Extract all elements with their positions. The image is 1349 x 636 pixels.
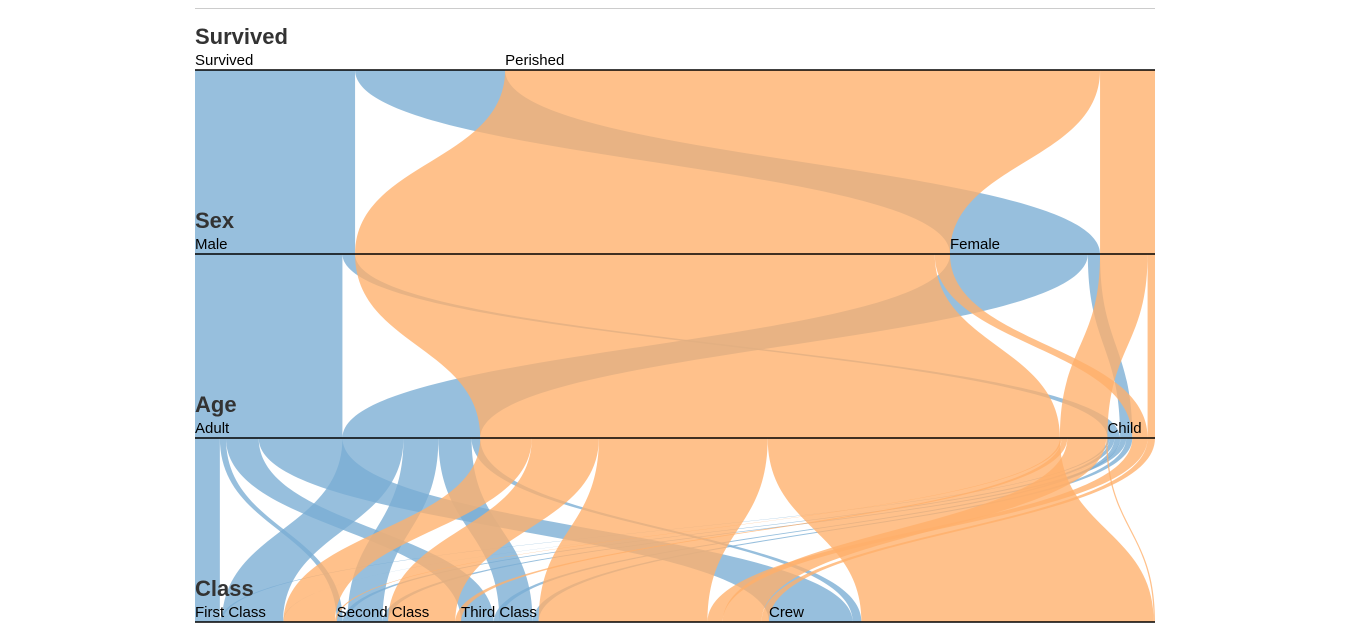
ribbon-perished-age-adult-to-crew-34[interactable]	[1106, 438, 1155, 622]
ribbon-perished-age-adult-to-first-class-24[interactable]	[283, 438, 532, 622]
ribbon-perished-age-adult-to-third-class-26[interactable]	[538, 438, 768, 622]
ribbon-perished-sex-female-to-adult-29[interactable]	[1059, 254, 1148, 438]
ribbons-layer	[195, 70, 1155, 622]
ribbon-survived-age-child-to-third-class-10[interactable]	[493, 438, 1121, 622]
category-label-male[interactable]: Male	[195, 236, 228, 253]
ribbon-survived-age-child-to-second-class-18[interactable]	[382, 438, 1127, 622]
dimension-title-age[interactable]: Age	[195, 392, 237, 417]
ribbon-perished-sex-female-to-child-30[interactable]	[1147, 254, 1155, 438]
category-label-child[interactable]: Child	[1107, 420, 1141, 437]
category-label-adult[interactable]: Adult	[195, 420, 230, 437]
category-label-first-class[interactable]: First Class	[195, 604, 266, 621]
ribbon-survived-age-adult-to-crew-7[interactable]	[258, 438, 853, 622]
dimension-title-sex[interactable]: Sex	[195, 208, 235, 233]
ribbon-survived-age-adult-to-first-class-4[interactable]	[195, 438, 220, 622]
ribbon-perished-sex-male-to-child-23[interactable]	[934, 254, 1148, 438]
category-label-female[interactable]: Female	[950, 236, 1000, 253]
ribbon-survived-sex-male-to-adult-2[interactable]	[195, 254, 343, 438]
dimension-title-class[interactable]: Class	[195, 576, 254, 601]
ribbon-perished-sex-male-to-adult-22[interactable]	[355, 254, 1060, 438]
category-label-survived[interactable]: Survived	[195, 52, 253, 69]
ribbon-perished-age-adult-to-second-class-25[interactable]	[388, 438, 599, 622]
ribbon-perished-survived-perished-to-male-20[interactable]	[355, 70, 1101, 254]
category-label-crew[interactable]: Crew	[769, 604, 804, 621]
category-label-third-class[interactable]: Third Class	[461, 604, 537, 621]
dimension-survived[interactable]: Survived Survived Perished	[195, 24, 1155, 71]
ribbon-perished-survived-perished-to-female-21[interactable]	[1100, 70, 1155, 254]
category-label-second-class[interactable]: Second Class	[337, 604, 430, 621]
dimension-title-survived[interactable]: Survived	[195, 24, 288, 49]
ribbon-perished-age-child-to-third-class-35[interactable]	[761, 438, 1155, 622]
ribbon-survived-age-adult-to-second-class-5[interactable]	[219, 438, 343, 622]
dimension-age[interactable]: Age Adult Child	[195, 392, 1155, 439]
ribbon-survived-age-adult-to-first-class-13[interactable]	[222, 438, 404, 622]
ribbon-survived-survived-survived-to-male-0[interactable]	[195, 70, 356, 254]
ribbon-perished-age-adult-to-first-class-31[interactable]	[335, 438, 1062, 622]
ribbon-perished-age-adult-to-second-class-32[interactable]	[455, 438, 1068, 622]
axes-layer: Survived Survived Perished Sex Male Female Age…	[195, 24, 1155, 623]
ribbon-survived-age-adult-to-third-class-6[interactable]	[225, 438, 494, 622]
category-label-perished[interactable]: Perished	[505, 52, 564, 69]
dimension-class[interactable]: Class First Class Second Class Third Class C…	[195, 576, 1155, 623]
dimension-sex[interactable]: Sex Male Female	[195, 208, 1155, 255]
ribbon-perished-age-adult-to-third-class-33[interactable]	[722, 438, 1107, 622]
